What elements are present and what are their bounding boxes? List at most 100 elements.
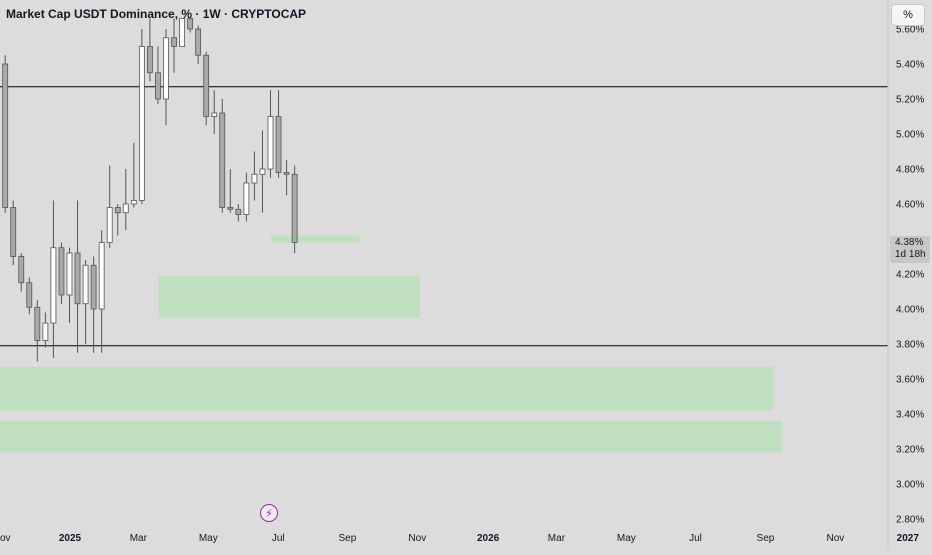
candle <box>251 151 258 201</box>
y-tick-label: 3.60% <box>896 375 924 386</box>
candle-body-up <box>130 200 137 205</box>
x-tick-label: Nov <box>0 533 11 544</box>
candle-body-down <box>187 18 194 30</box>
candle-body-down <box>283 172 290 175</box>
price-axis: 2.80% 3.00% 3.20% 3.40% 3.60% 3.80% 4.00% 4.20%… <box>896 25 924 526</box>
lightning-icon[interactable]: ⚡︎ <box>260 504 278 522</box>
x-tick-label: 2026 <box>477 533 500 544</box>
candle <box>114 204 121 236</box>
candle <box>179 18 185 47</box>
y-tick-label: 3.80% <box>896 340 924 351</box>
y-tick-label: 4.00% <box>896 305 924 316</box>
y-tick-label: 5.00% <box>896 130 924 141</box>
x-tick-label: 2027 <box>897 533 920 544</box>
candle-body-up <box>98 242 105 310</box>
candle <box>187 18 194 33</box>
candle <box>163 29 169 126</box>
candle-body-down <box>2 63 9 208</box>
candle-body-down <box>58 247 65 296</box>
last-price-value: 4.38% <box>895 237 924 248</box>
y-tick-label: 3.00% <box>896 480 924 491</box>
candle-body-up <box>42 322 49 341</box>
candle-body-up <box>259 168 266 175</box>
candle <box>10 200 17 266</box>
y-tick-label: 4.80% <box>896 165 924 176</box>
candle-body-down <box>203 54 210 117</box>
y-tick-label: 3.20% <box>896 445 924 456</box>
y-tick-label: 5.20% <box>896 95 924 106</box>
x-tick-label: May <box>199 533 218 544</box>
candle <box>275 90 282 178</box>
candle-body-down <box>291 173 298 243</box>
candle-body-down <box>10 207 17 257</box>
candle <box>34 300 41 362</box>
candle-body-down <box>34 306 41 341</box>
candle-body-down <box>171 37 177 47</box>
candle <box>2 55 9 213</box>
x-tick-label: Jul <box>689 533 702 544</box>
y-tick-label: 5.60% <box>896 25 924 36</box>
x-tick-label: 2025 <box>59 533 82 544</box>
candle-body-down <box>114 207 121 214</box>
chart-title: Market Cap USDT Dominance, % · 1W · CRYP… <box>6 7 307 21</box>
last-price-badge: 4.38% 1d 18h <box>890 236 930 263</box>
candles-layer <box>2 18 298 362</box>
candle <box>219 99 226 213</box>
candle-body-up <box>163 37 169 100</box>
candle-body-down <box>18 256 25 284</box>
candle-body-up <box>50 247 57 324</box>
candle <box>90 256 97 353</box>
x-tick-label: Sep <box>757 533 775 544</box>
support-zone-2 <box>158 275 420 318</box>
candle-body-down <box>26 282 33 308</box>
candle <box>283 160 290 196</box>
y-tick-label: 4.20% <box>896 270 924 281</box>
y-tick-label: 4.60% <box>896 200 924 211</box>
x-tick-label: Nov <box>408 533 426 544</box>
candle-body-down <box>90 264 97 310</box>
x-tick-label: May <box>617 533 636 544</box>
candle <box>243 172 250 222</box>
candle <box>106 165 113 248</box>
candle <box>203 51 210 126</box>
candle-body-up <box>122 203 129 214</box>
y-tick-label: 2.80% <box>896 515 924 526</box>
candle <box>58 242 65 304</box>
candle <box>138 29 145 204</box>
candle <box>74 200 81 353</box>
support-zone-3 <box>0 366 774 411</box>
scale-percent-button[interactable]: % <box>891 4 925 26</box>
candle-body-up <box>267 116 274 170</box>
candle-body-down <box>235 208 242 215</box>
x-tick-label: Nov <box>827 533 845 544</box>
candle-body-up <box>179 18 185 47</box>
candle-body-up <box>243 182 250 215</box>
candle <box>66 247 73 323</box>
candle-body-down <box>195 28 202 56</box>
candle-body-down <box>275 116 282 173</box>
time-axis: Nov 2025 Mar May Jul Sep Nov 2026 Mar May Jul Sep No… <box>0 533 919 544</box>
candle-body-down <box>146 46 153 74</box>
candle <box>98 230 105 353</box>
candle-body-down <box>155 72 161 100</box>
support-zone-4 <box>0 421 782 453</box>
candle-body-down <box>227 207 234 210</box>
x-tick-label: Jul <box>272 533 285 544</box>
x-tick-label: Mar <box>548 533 566 544</box>
candle <box>211 90 218 134</box>
countdown-value: 1d 18h <box>895 249 926 260</box>
candle <box>195 25 202 64</box>
candle <box>227 169 234 213</box>
x-tick-label: Mar <box>130 533 148 544</box>
candle <box>82 260 89 344</box>
zones-layer <box>0 235 782 453</box>
support-zone-1 <box>271 235 360 243</box>
x-tick-label: Sep <box>338 533 356 544</box>
candle-body-up <box>82 264 89 305</box>
candle-body-up <box>66 252 73 296</box>
candle <box>267 90 274 178</box>
candle <box>122 169 129 231</box>
scale-button-label: % <box>903 9 913 21</box>
